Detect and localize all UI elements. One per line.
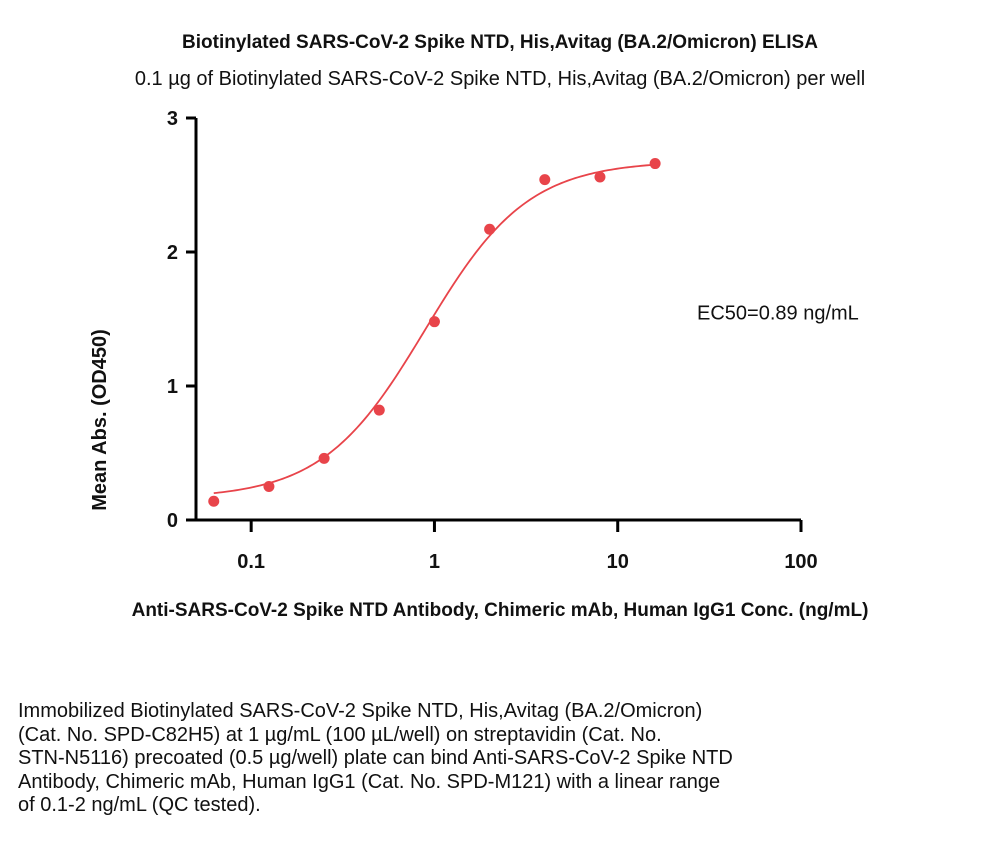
caption-line: (Cat. No. SPD-C82H5) at 1 µg/mL (100 µL/… — [18, 723, 662, 746]
elisa-chart: 0 1 2 3 0.1 1 10 100 Mean Abs. (OD450) EC50=0.8… — [89, 108, 859, 573]
x-tick-label: 10 — [607, 551, 629, 573]
data-point — [263, 481, 275, 492]
caption-line: Immobilized Biotinylated SARS-CoV-2 Spik… — [18, 700, 703, 722]
data-point — [208, 495, 220, 507]
data-point — [484, 223, 496, 235]
axes: 0 1 2 3 0.1 1 10 100 — [167, 108, 818, 573]
data-point — [428, 316, 440, 328]
caption-line: STN-N5116) precoated (0.5 µg/well) plate… — [18, 747, 733, 769]
y-tick-label: 2 — [167, 242, 178, 264]
data-point — [373, 404, 385, 416]
caption-line: Antibody, Chimeric mAb, Human IgG1 (Cat.… — [18, 770, 721, 793]
data-point — [539, 174, 551, 186]
data-point — [649, 158, 661, 170]
chart-subtitle: 0.1 µg of Biotinylated SARS-CoV-2 Spike … — [134, 68, 866, 90]
data-point — [594, 171, 606, 183]
chart-title: Biotinylated SARS-CoV-2 Spike NTD, His,A… — [182, 32, 818, 53]
y-tick-label: 0 — [167, 510, 178, 532]
y-tick-label: 3 — [167, 108, 178, 130]
caption-line: of 0.1-2 ng/mL (QC tested). — [18, 794, 261, 816]
x-tick-label: 0.1 — [237, 551, 265, 573]
caption: Immobilized Biotinylated SARS-CoV-2 Spik… — [18, 700, 978, 818]
y-tick-label: 1 — [167, 376, 178, 398]
x-tick-label: 1 — [429, 551, 440, 573]
y-axis-label: Mean Abs. (OD450) — [89, 329, 111, 511]
fit-curve — [213, 163, 656, 495]
ec50-annotation: EC50=0.89 ng/mL — [697, 302, 859, 324]
data-point — [318, 452, 330, 464]
data-points — [208, 158, 661, 507]
x-tick-label: 100 — [784, 551, 817, 573]
x-axis-label: Anti-SARS-CoV-2 Spike NTD Antibody, Chim… — [131, 600, 869, 621]
